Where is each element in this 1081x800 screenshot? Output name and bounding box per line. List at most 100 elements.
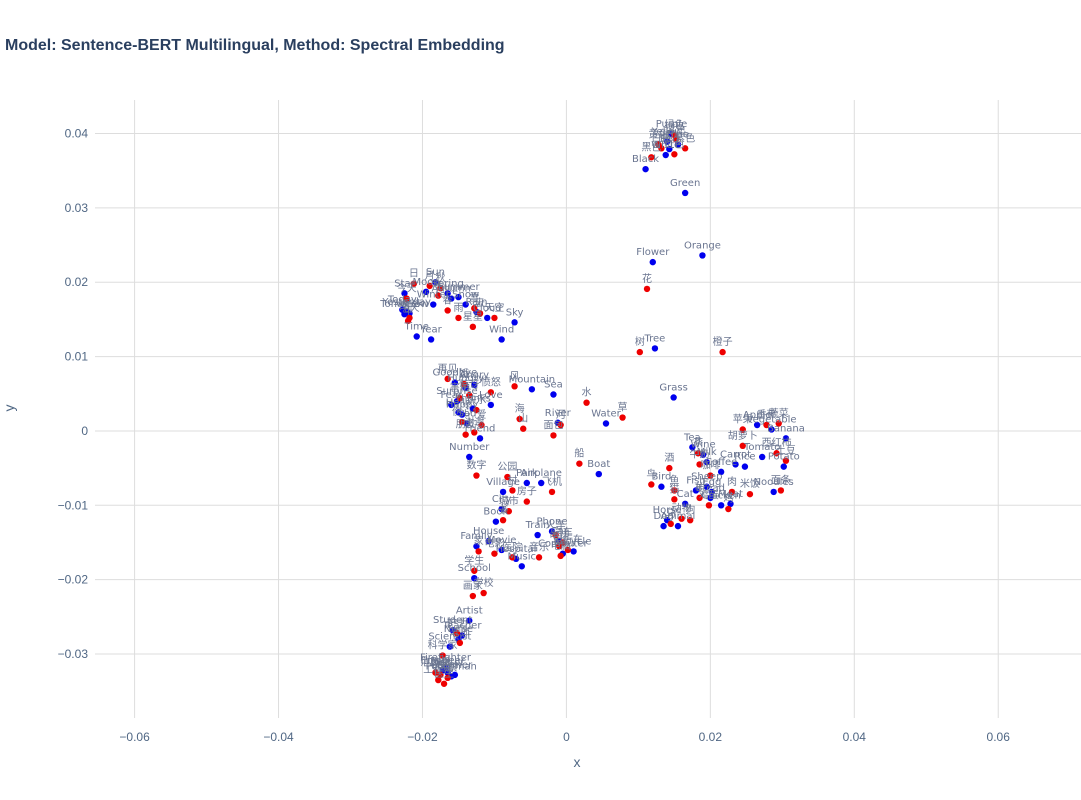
data-point [499, 516, 507, 524]
data-point-label: Farmer [437, 660, 473, 671]
chart-title: Model: Sentence-BERT Multilingual, Metho… [5, 37, 505, 54]
data-point [651, 345, 659, 352]
data-point-label: Train [525, 520, 550, 531]
data-point-label: Doctor [431, 658, 465, 669]
data-point-label: Hospital [496, 544, 537, 555]
data-point-label: 月 [425, 270, 435, 282]
data-point-label: 秋 [435, 271, 445, 284]
data-point [466, 453, 473, 461]
data-point-label: Love [479, 390, 503, 401]
data-point-label: Animal [661, 511, 696, 522]
data-point-label: Movie [487, 535, 517, 546]
data-point [703, 458, 710, 466]
x-tick-label: 0 [563, 730, 570, 744]
data-point-label: 春 [443, 294, 453, 306]
data-point [432, 279, 439, 286]
data-point [666, 464, 673, 472]
y-tick-label: −0.03 [58, 647, 89, 661]
data-point-label: 鸟 [646, 467, 656, 480]
data-point-label: 害怕 [450, 381, 470, 394]
data-point-label: 警察 [438, 661, 458, 674]
data-point-label: Time [403, 321, 428, 332]
data-point [456, 395, 464, 402]
data-point-label: Vegetable [747, 414, 797, 425]
data-point [462, 301, 469, 308]
data-point-label: Noodles [754, 477, 794, 488]
data-point [648, 154, 655, 161]
data-point [499, 488, 507, 496]
data-point [768, 426, 775, 433]
data-point-label: Tree [644, 333, 666, 344]
data-point [548, 488, 556, 496]
data-point [717, 502, 725, 509]
data-point-label: 星星 [463, 311, 483, 323]
data-point-label: Dog [653, 511, 673, 522]
axis-ticks: −0.06 −0.04 −0.02 0 0.02 0.04 0.06 −0.03 −0.02 −0… [58, 126, 1011, 744]
data-point-label: Rain [465, 297, 487, 308]
data-point-label: Sheep [691, 472, 722, 483]
data-point [636, 348, 644, 356]
data-point-label: Apple [743, 410, 771, 421]
data-point [427, 336, 435, 343]
data-point [642, 165, 649, 173]
data-point [476, 435, 484, 442]
data-point-label: 护士 [447, 616, 467, 629]
data-point-label: 红色 [664, 137, 684, 150]
data-point [498, 336, 505, 343]
data-point [770, 488, 777, 496]
data-point-label: 云 [475, 298, 485, 309]
data-point [564, 546, 572, 554]
data-point [686, 516, 694, 524]
data-point [741, 463, 749, 470]
x-tick-label: 0.04 [843, 730, 867, 744]
data-point [570, 548, 577, 555]
data-point-label: 天空 [484, 301, 504, 314]
data-point [444, 375, 451, 383]
data-point [648, 481, 655, 488]
data-point-label: 汽车 [553, 525, 573, 538]
data-point [439, 652, 446, 659]
data-point-label: 愤怒 [481, 375, 501, 388]
data-point-label: Boat [587, 459, 610, 470]
data-point [782, 457, 790, 464]
data-point [422, 288, 430, 296]
data-point-label: Water [591, 409, 621, 420]
data-point-label: 饿 [459, 368, 469, 380]
y-tick-label: −0.01 [58, 498, 89, 512]
data-point-label: House [473, 526, 504, 537]
data-point [426, 282, 433, 290]
data-point [703, 483, 710, 490]
data-point [576, 460, 583, 467]
data-point-label: Firefighter [420, 652, 472, 663]
data-point-label: Cloud [473, 303, 502, 314]
data-point-label: Wine [691, 440, 716, 451]
data-point [534, 531, 541, 539]
data-point [475, 548, 482, 555]
data-point [516, 415, 523, 423]
data-point [728, 488, 736, 496]
data-point-label: 书 [498, 504, 508, 516]
data-point [758, 453, 766, 461]
data-point-label: 羊 [695, 481, 705, 494]
data-point-label: 惊讶 [459, 378, 479, 391]
x-tick-label: 0.02 [699, 730, 723, 744]
data-point-label: Chicken [701, 490, 741, 501]
data-point [471, 305, 478, 312]
data-point-label: 肉 [727, 475, 737, 488]
data-point-label: 紫色 [675, 131, 695, 144]
data-point-label: 雪 [469, 292, 479, 304]
data-point [504, 473, 511, 481]
x-tick-label: 0.06 [987, 730, 1011, 744]
data-point-label: 消防员 [420, 656, 450, 669]
data-point-label: Happy [446, 400, 478, 411]
data-point [717, 468, 725, 476]
data-point [511, 383, 518, 390]
data-point [753, 421, 761, 429]
data-point-label: Friend [465, 423, 496, 434]
data-point-label: 树 [635, 335, 645, 348]
data-point-label: Park [516, 468, 538, 479]
data-point [643, 285, 651, 293]
data-point-label: School [458, 563, 491, 574]
data-point [473, 406, 480, 414]
data-point-label: Yellow [651, 127, 683, 138]
